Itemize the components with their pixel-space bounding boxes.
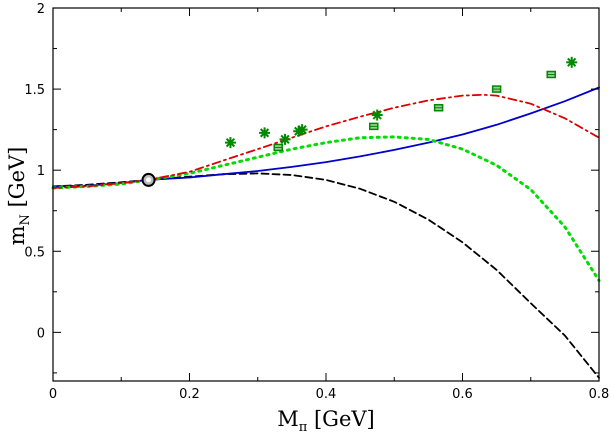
x-tick-label: 0.8 bbox=[589, 387, 610, 402]
y-tick-label: 0.5 bbox=[24, 245, 45, 260]
y-tick-label: 1.5 bbox=[24, 83, 45, 98]
y-axis-label-unit: [GeV] bbox=[5, 147, 29, 214]
series-red-dashdot bbox=[52, 93, 600, 189]
y-tick-label: 1 bbox=[37, 164, 45, 179]
x-tick-label: 0.2 bbox=[179, 387, 200, 402]
box-point bbox=[369, 122, 379, 131]
physical-point-marker bbox=[141, 172, 156, 187]
curves bbox=[51, 86, 601, 379]
y-axis-label-sub: N bbox=[18, 214, 33, 225]
y-tick-label: 0 bbox=[37, 326, 45, 341]
axis-ticks: 0 0.2 0.4 0.6 0.8 0 0.5 1 1.5 2 bbox=[24, 2, 609, 402]
x-tick-label: 0 bbox=[49, 387, 57, 402]
box-point bbox=[546, 70, 556, 79]
plot-frame bbox=[52, 7, 600, 382]
data-points bbox=[141, 56, 578, 187]
x-axis-label-sub: π bbox=[299, 420, 308, 435]
box-point bbox=[273, 143, 283, 152]
star-point bbox=[371, 109, 383, 121]
x-axis-label: Mπ [GeV] bbox=[277, 407, 375, 435]
x-axis-label-main: M bbox=[277, 407, 299, 431]
series-black-dashed bbox=[52, 172, 600, 379]
x-tick-label: 0.4 bbox=[316, 387, 337, 402]
box-point bbox=[491, 85, 502, 93]
x-tick-label: 0.6 bbox=[452, 387, 473, 402]
star-point bbox=[259, 127, 271, 139]
star-point bbox=[279, 133, 291, 145]
series-green-dotted bbox=[51, 135, 601, 282]
star-point bbox=[224, 137, 236, 149]
y-tick-label: 2 bbox=[37, 2, 45, 17]
box-point bbox=[433, 103, 444, 112]
star-point bbox=[296, 124, 308, 136]
y-axis-label: mN [GeV] bbox=[5, 147, 33, 246]
x-axis-label-unit: [GeV] bbox=[307, 407, 374, 431]
series-blue-solid bbox=[52, 86, 600, 188]
y-axis-label-main: m bbox=[5, 225, 29, 245]
star-point bbox=[566, 56, 578, 68]
